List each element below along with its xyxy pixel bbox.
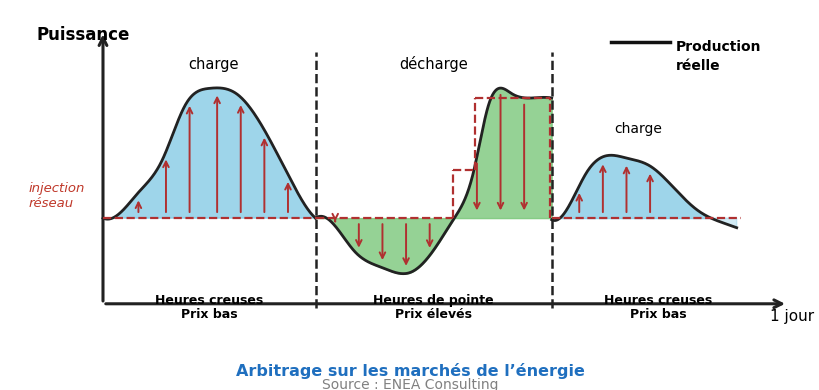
Text: Prix bas: Prix bas (629, 308, 686, 321)
Text: Heures creuses: Heures creuses (155, 294, 263, 307)
Text: Heures creuses: Heures creuses (603, 294, 711, 307)
Text: injection
réseau: injection réseau (28, 182, 84, 210)
Text: Arbitrage sur les marchés de l’énergie: Arbitrage sur les marchés de l’énergie (235, 363, 584, 379)
Text: charge: charge (613, 122, 662, 136)
Text: Puissance: Puissance (36, 26, 129, 44)
Text: Prix élevés: Prix élevés (395, 308, 472, 321)
Text: Source : ENEA Consulting: Source : ENEA Consulting (321, 378, 498, 390)
Text: décharge: décharge (399, 55, 468, 71)
Text: Prix bas: Prix bas (181, 308, 238, 321)
Text: charge: charge (188, 57, 238, 71)
Text: Heures de pointe: Heures de pointe (373, 294, 493, 307)
Text: 1 jour: 1 jour (769, 309, 813, 324)
Text: Production
réelle: Production réelle (675, 39, 761, 73)
